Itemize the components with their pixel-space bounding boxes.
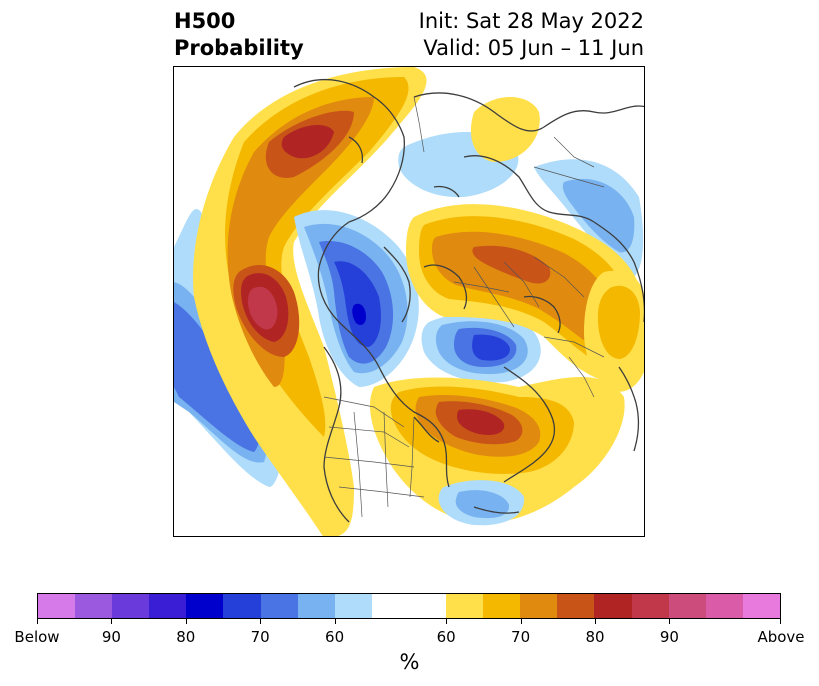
- colorbar-segment: [668, 594, 706, 618]
- colorbar-labels: Below 90 80 70 60 60 70 80 90 Above: [14, 627, 804, 647]
- colorbar-tick-label: 60: [436, 628, 456, 646]
- colorbar-segment: [260, 594, 298, 618]
- colorbar-tick: [260, 619, 262, 624]
- colorbar-segment: [483, 594, 521, 618]
- contour-atlantic-below: [421, 313, 541, 383]
- contour-asia-below: [398, 132, 644, 277]
- colorbar-segment: [446, 594, 484, 618]
- colorbar-tick-label: 90: [101, 628, 121, 646]
- colorbar-segment: [149, 594, 187, 618]
- colorbar-tick-label: 80: [176, 628, 196, 646]
- contour-asia-above: [406, 97, 644, 380]
- colorbar-segment: [334, 594, 372, 618]
- colorbar-tick-label: 90: [659, 628, 679, 646]
- coastlines: [293, 79, 644, 523]
- contour-europe-above: [369, 377, 625, 523]
- colorbar-tick-label: 80: [585, 628, 605, 646]
- colorbar-tick: [520, 619, 522, 624]
- contour-pacific-above: [193, 67, 427, 536]
- colorbar-tick: [185, 619, 187, 624]
- colorbar: [37, 593, 781, 619]
- colorbar-segment: [112, 594, 150, 618]
- map-canvas: [174, 67, 644, 536]
- colorbar-segments: [37, 593, 781, 619]
- probability-map: [173, 66, 645, 537]
- title-line-2: Probability: [174, 36, 304, 60]
- colorbar-segment: [38, 594, 76, 618]
- valid-date: Valid: 05 Jun – 11 Jun: [423, 36, 644, 60]
- colorbar-tick: [446, 619, 448, 624]
- colorbar-tick-label: Below: [14, 628, 60, 646]
- colorbar-units: %: [399, 650, 420, 674]
- colorbar-segment: [594, 594, 632, 618]
- date-info: Init: Sat 28 May 2022 Valid: 05 Jun – 11…: [380, 8, 644, 62]
- colorbar-tick: [111, 619, 113, 624]
- colorbar-tick: [780, 619, 781, 624]
- init-date: Init: Sat 28 May 2022: [418, 9, 644, 33]
- colorbar-segment: [75, 594, 113, 618]
- colorbar-segment: [631, 594, 669, 618]
- contour-mediterranean-below: [438, 480, 525, 526]
- contour-arctic-below: [294, 210, 419, 387]
- colorbar-tick-label: 70: [250, 628, 270, 646]
- colorbar-segment: [742, 594, 780, 618]
- contour-north-america-above: [584, 270, 644, 392]
- colorbar-segment: [223, 594, 261, 618]
- colorbar-tick-label: 70: [511, 628, 531, 646]
- colorbar-segment: [557, 594, 595, 618]
- colorbar-segment: [705, 594, 743, 618]
- title-line-1: H500: [174, 9, 236, 33]
- colorbar-segment: [371, 594, 447, 618]
- colorbar-tick: [334, 619, 336, 624]
- chart-title: H500 Probability: [174, 8, 304, 62]
- colorbar-segment: [520, 594, 558, 618]
- colorbar-tick-label: Above: [757, 628, 805, 646]
- borders: [323, 96, 605, 518]
- colorbar-tick-label: 60: [325, 628, 345, 646]
- colorbar-segment: [297, 594, 335, 618]
- colorbar-tick: [37, 619, 38, 624]
- colorbar-ticks: [37, 619, 781, 627]
- colorbar-tick: [669, 619, 671, 624]
- colorbar-segment: [186, 594, 224, 618]
- colorbar-tick: [595, 619, 596, 624]
